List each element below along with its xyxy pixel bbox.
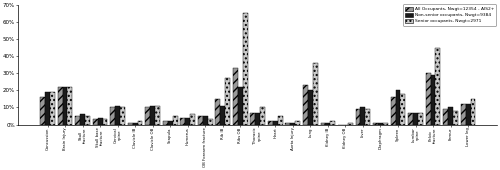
Bar	[190, 114, 195, 125]
Bar	[75, 116, 80, 125]
Legend: All Occupants, Nwgt=12354 - AIS2+, Non-senior occupants, Nwgt=9384, Senior occup: All Occupants, Nwgt=12354 - AIS2+, Non-s…	[402, 4, 496, 26]
Bar	[163, 121, 168, 125]
Bar	[296, 121, 300, 125]
Bar	[168, 121, 172, 125]
Bar	[233, 68, 238, 125]
Bar	[308, 90, 313, 125]
Bar	[216, 99, 220, 125]
Bar	[466, 104, 470, 125]
Bar	[413, 113, 418, 125]
Bar	[45, 92, 50, 125]
Bar	[430, 75, 436, 125]
Bar	[208, 120, 212, 125]
Bar	[418, 113, 423, 125]
Bar	[320, 123, 326, 125]
Bar	[330, 121, 336, 125]
Bar	[408, 113, 413, 125]
Bar	[426, 73, 430, 125]
Bar	[132, 123, 138, 125]
Bar	[390, 97, 396, 125]
Bar	[150, 106, 155, 125]
Bar	[260, 107, 265, 125]
Bar	[290, 123, 296, 125]
Bar	[80, 114, 85, 125]
Bar	[443, 109, 448, 125]
Bar	[40, 97, 45, 125]
Bar	[203, 116, 207, 125]
Bar	[155, 106, 160, 125]
Bar	[242, 13, 248, 125]
Bar	[366, 109, 370, 125]
Bar	[313, 63, 318, 125]
Bar	[146, 107, 150, 125]
Bar	[348, 123, 353, 125]
Bar	[50, 92, 55, 125]
Bar	[85, 116, 90, 125]
Bar	[453, 111, 458, 125]
Bar	[378, 123, 383, 125]
Bar	[268, 121, 273, 125]
Bar	[238, 87, 242, 125]
Bar	[326, 123, 330, 125]
Bar	[278, 116, 282, 125]
Bar	[98, 118, 102, 125]
Bar	[198, 116, 203, 125]
Bar	[286, 123, 290, 125]
Bar	[172, 116, 178, 125]
Bar	[62, 87, 68, 125]
Bar	[220, 106, 225, 125]
Bar	[256, 113, 260, 125]
Bar	[383, 123, 388, 125]
Bar	[400, 94, 406, 125]
Bar	[373, 123, 378, 125]
Bar	[225, 78, 230, 125]
Bar	[58, 87, 62, 125]
Bar	[460, 104, 466, 125]
Bar	[180, 118, 185, 125]
Bar	[250, 113, 256, 125]
Bar	[110, 107, 115, 125]
Bar	[185, 118, 190, 125]
Bar	[115, 106, 120, 125]
Bar	[303, 85, 308, 125]
Bar	[120, 107, 125, 125]
Bar	[360, 107, 366, 125]
Bar	[128, 123, 132, 125]
Bar	[470, 99, 476, 125]
Bar	[436, 48, 440, 125]
Bar	[92, 120, 98, 125]
Bar	[356, 109, 360, 125]
Bar	[68, 87, 72, 125]
Bar	[102, 120, 108, 125]
Bar	[138, 121, 142, 125]
Bar	[448, 107, 453, 125]
Bar	[396, 90, 400, 125]
Bar	[273, 121, 278, 125]
